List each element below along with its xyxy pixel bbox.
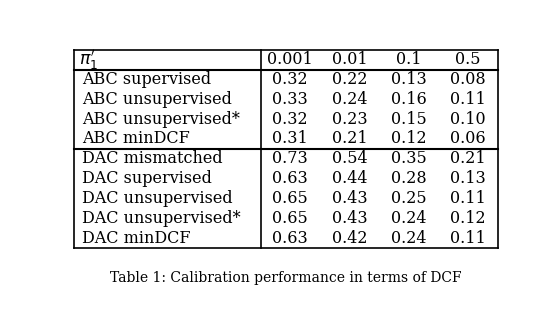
Text: 0.11: 0.11 xyxy=(450,91,486,108)
Text: 0.13: 0.13 xyxy=(391,71,427,88)
Text: 0.21: 0.21 xyxy=(332,130,367,148)
Text: 0.06: 0.06 xyxy=(450,130,486,148)
Text: 0.73: 0.73 xyxy=(272,150,308,167)
Text: ABC minDCF: ABC minDCF xyxy=(82,130,190,148)
Text: DAC supervised: DAC supervised xyxy=(82,170,211,187)
Text: 0.22: 0.22 xyxy=(332,71,367,88)
Text: 0.11: 0.11 xyxy=(450,190,486,207)
Text: DAC minDCF: DAC minDCF xyxy=(82,230,190,247)
Text: 0.44: 0.44 xyxy=(332,170,367,187)
Text: Table 1: Calibration performance in terms of DCF: Table 1: Calibration performance in term… xyxy=(110,272,462,285)
Text: 0.23: 0.23 xyxy=(332,111,367,128)
Text: 0.65: 0.65 xyxy=(272,210,308,227)
Text: 0.63: 0.63 xyxy=(272,230,308,247)
Text: 0.65: 0.65 xyxy=(272,190,308,207)
Text: 0.32: 0.32 xyxy=(272,111,308,128)
Text: 0.43: 0.43 xyxy=(332,190,367,207)
Text: DAC mismatched: DAC mismatched xyxy=(82,150,223,167)
Text: 0.25: 0.25 xyxy=(391,190,427,207)
Text: 0.01: 0.01 xyxy=(332,51,367,68)
Text: 0.13: 0.13 xyxy=(450,170,486,187)
Text: 0.5: 0.5 xyxy=(455,51,481,68)
Text: 0.32: 0.32 xyxy=(272,71,308,88)
Text: $\pi_1'$: $\pi_1'$ xyxy=(79,48,98,72)
Text: 0.63: 0.63 xyxy=(272,170,308,187)
Text: 0.12: 0.12 xyxy=(391,130,427,148)
Text: 0.42: 0.42 xyxy=(332,230,367,247)
Text: 0.001: 0.001 xyxy=(267,51,313,68)
Text: 0.08: 0.08 xyxy=(450,71,486,88)
Text: 0.54: 0.54 xyxy=(332,150,367,167)
Text: 0.24: 0.24 xyxy=(391,230,427,247)
Text: 0.15: 0.15 xyxy=(391,111,427,128)
Text: 0.28: 0.28 xyxy=(391,170,427,187)
Text: 0.24: 0.24 xyxy=(332,91,367,108)
Text: ABC unsupervised: ABC unsupervised xyxy=(82,91,232,108)
Text: 0.24: 0.24 xyxy=(391,210,427,227)
Text: 0.12: 0.12 xyxy=(450,210,486,227)
Text: ABC unsupervised*: ABC unsupervised* xyxy=(82,111,240,128)
Text: 0.10: 0.10 xyxy=(450,111,486,128)
Text: 0.11: 0.11 xyxy=(450,230,486,247)
Text: 0.43: 0.43 xyxy=(332,210,367,227)
Text: 0.21: 0.21 xyxy=(450,150,486,167)
Text: 0.1: 0.1 xyxy=(396,51,422,68)
Text: 0.35: 0.35 xyxy=(391,150,427,167)
Text: 0.33: 0.33 xyxy=(272,91,308,108)
Text: DAC unsupervised: DAC unsupervised xyxy=(82,190,233,207)
Text: 0.16: 0.16 xyxy=(391,91,427,108)
Text: ABC supervised: ABC supervised xyxy=(82,71,211,88)
Text: DAC unsupervised*: DAC unsupervised* xyxy=(82,210,240,227)
Text: 0.31: 0.31 xyxy=(272,130,308,148)
